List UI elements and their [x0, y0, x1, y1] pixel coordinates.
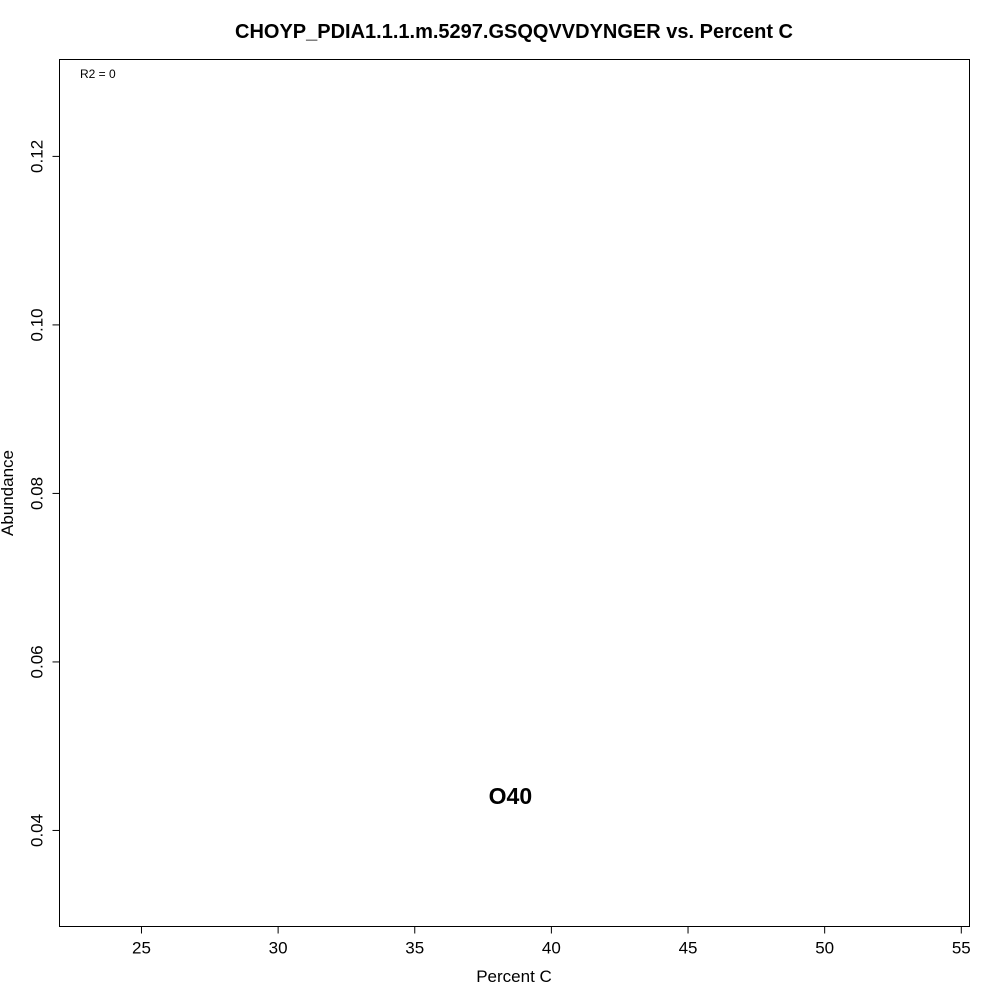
x-tick-label: 45 — [679, 939, 698, 958]
chart-title: CHOYP_PDIA1.1.1.m.5297.GSQQVVDYNGER vs. … — [235, 21, 793, 43]
x-tick-label: 55 — [952, 939, 971, 958]
y-tick-label: 0.12 — [28, 140, 47, 173]
y-tick-label: 0.06 — [28, 645, 47, 678]
x-axis-label: Percent C — [476, 967, 552, 986]
y-tick-label: 0.04 — [28, 814, 47, 847]
data-point-label: O40 — [489, 783, 532, 809]
x-axis: 25 30 35 40 45 50 55 — [132, 926, 971, 958]
y-axis-label: Abundance — [0, 450, 17, 536]
data-points: O40 — [489, 783, 532, 809]
y-axis: 0.04 0.06 0.08 0.10 0.12 — [28, 140, 60, 847]
x-tick-label: 25 — [132, 939, 151, 958]
y-tick-label: 0.10 — [28, 308, 47, 341]
y-tick-label: 0.08 — [28, 477, 47, 510]
x-tick-label: 40 — [542, 939, 561, 958]
x-tick-label: 35 — [405, 939, 424, 958]
r2-annotation: R2 = 0 — [80, 67, 116, 81]
x-tick-label: 50 — [815, 939, 834, 958]
x-tick-label: 30 — [269, 939, 288, 958]
